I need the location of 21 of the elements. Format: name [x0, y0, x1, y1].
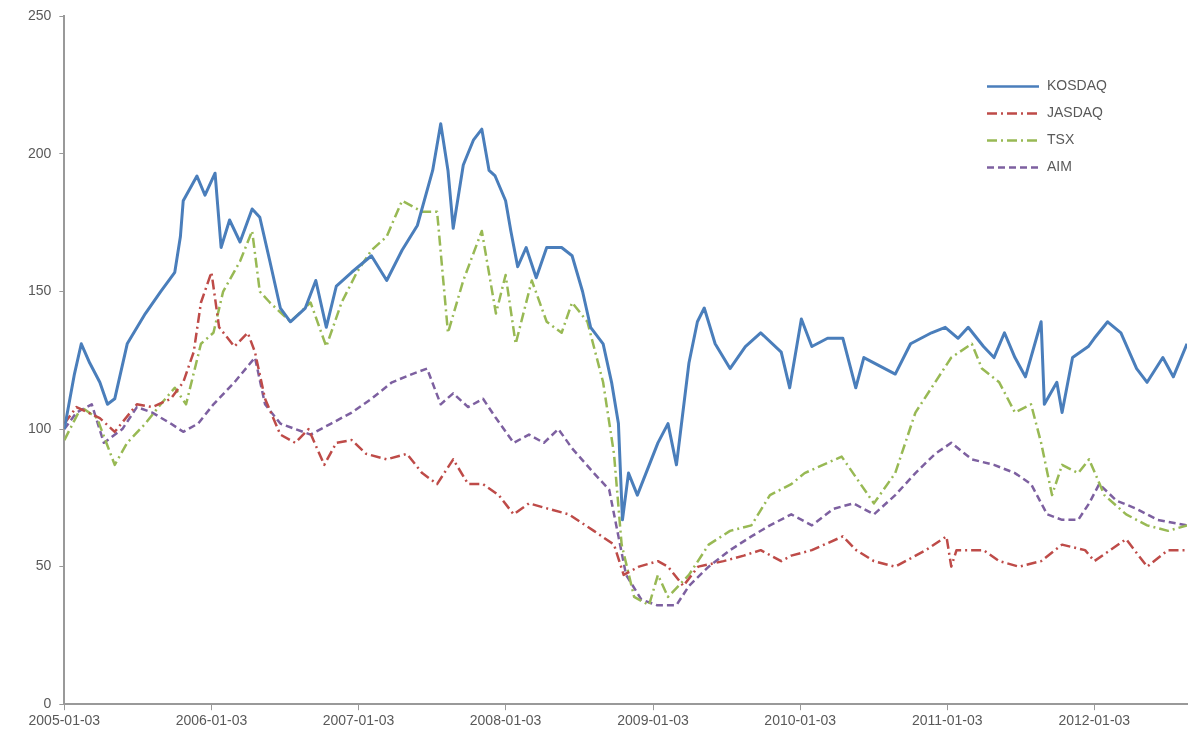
x-tick-label: 2012-01-03: [1058, 712, 1131, 729]
line-series: [64, 356, 1187, 607]
legend-label: TSX: [1047, 131, 1075, 148]
x-tick-label: 2005-01-03: [28, 712, 101, 729]
legend-label: JASDAQ: [1047, 104, 1104, 121]
line-series: [64, 199, 1187, 607]
y-tick-label: 200: [28, 144, 52, 161]
y-tick-label: 100: [28, 419, 52, 436]
y-tick-label: 150: [28, 282, 52, 299]
line-series: [64, 271, 1187, 588]
y-tick-label: 250: [28, 7, 52, 24]
x-tick-label: 2006-01-03: [175, 712, 248, 729]
y-tick-label: 0: [43, 695, 52, 712]
x-tick-label: 2011-01-03: [911, 712, 983, 729]
x-tick-label: 2009-01-03: [617, 712, 690, 729]
x-tick-label: 2010-01-03: [764, 712, 837, 729]
legend-label: KOSDAQ: [1047, 77, 1108, 94]
y-tick-label: 50: [35, 557, 52, 574]
x-tick-label: 2008-01-03: [469, 712, 542, 729]
x-tick-label: 2007-01-03: [322, 712, 395, 729]
legend-label: AIM: [1047, 158, 1072, 175]
